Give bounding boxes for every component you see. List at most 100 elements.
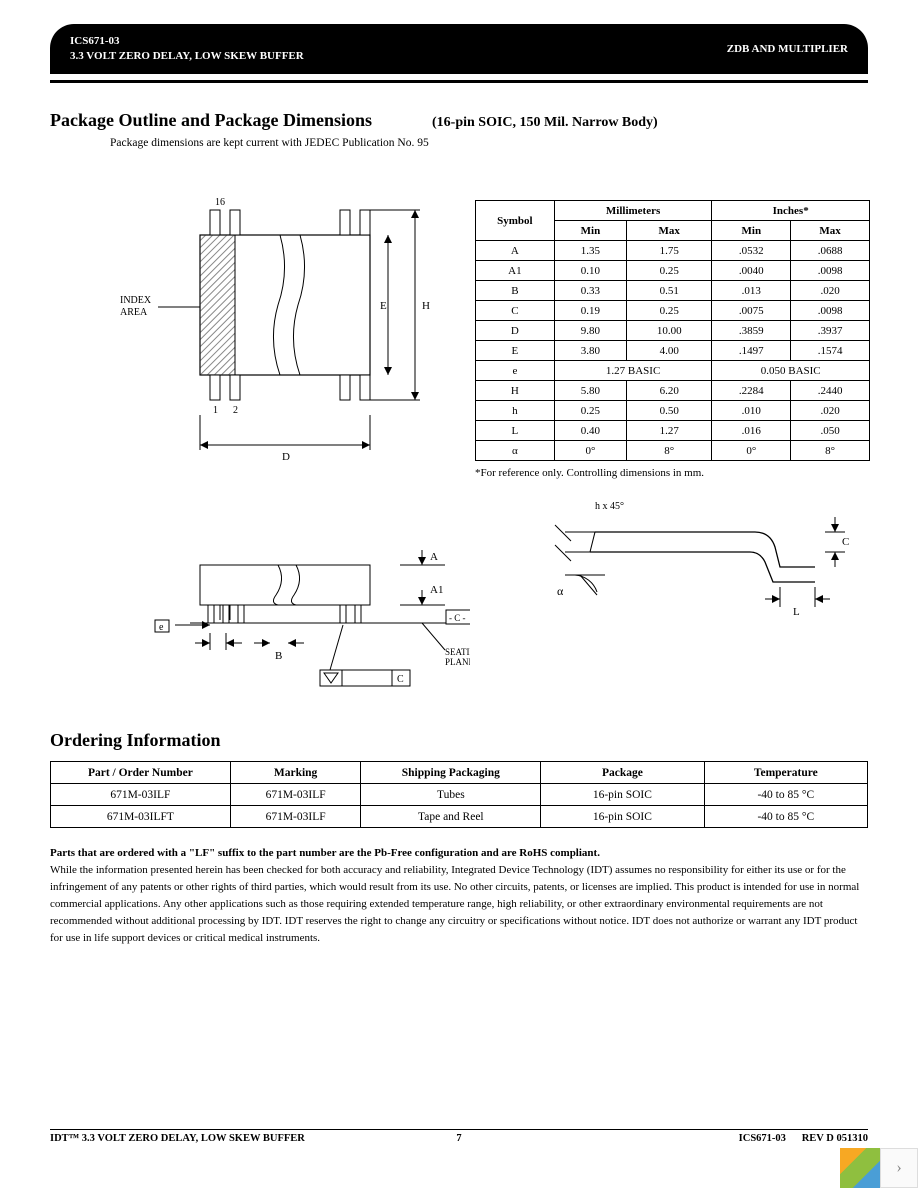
dim-mm-min: 9.80 xyxy=(554,321,626,341)
package-variant-heading: (16-pin SOIC, 150 Mil. Narrow Body) xyxy=(372,115,868,131)
ord-temp: -40 to 85 °C xyxy=(704,806,867,828)
dim-col-in-min: Min xyxy=(712,221,791,241)
lead-detail-svg: h x 45° C L xyxy=(535,497,855,627)
dim-in-max: .1574 xyxy=(791,341,870,361)
dim-row: H5.806.20.2284.2440 xyxy=(476,381,870,401)
dim-in-max: .0688 xyxy=(791,241,870,261)
dim-d-label: D xyxy=(282,451,290,463)
dim-mm-min: 0.40 xyxy=(554,421,626,441)
header-subtitle: 3.3 VOLT ZERO DELAY, LOW SKEW BUFFER xyxy=(70,49,304,64)
dim-sym: A xyxy=(476,241,555,261)
dim-row: α0°8°0°8° xyxy=(476,441,870,461)
fcf-c-label: C xyxy=(397,674,404,685)
dim-sym: A1 xyxy=(476,261,555,281)
dim-row: e1.27 BASIC0.050 BASIC xyxy=(476,361,870,381)
dimensions-footnote: *For reference only. Controlling dimensi… xyxy=(475,467,870,479)
pin16-label: 16 xyxy=(215,197,225,208)
ordering-title: Ordering Information xyxy=(50,730,868,751)
header-underline xyxy=(50,80,868,83)
dim-e-small-label: e xyxy=(159,622,164,633)
dim-sym: α xyxy=(476,441,555,461)
dim-row: A10.100.25.0040.0098 xyxy=(476,261,870,281)
dim-in-min: .016 xyxy=(712,421,791,441)
ord-package: 16-pin SOIC xyxy=(541,806,704,828)
pin1-label: 1 xyxy=(213,405,218,416)
dim-in-min: .3859 xyxy=(712,321,791,341)
dim-row: L0.401.27.016.050 xyxy=(476,421,870,441)
footer-left: IDT™ 3.3 VOLT ZERO DELAY, LOW SKEW BUFFE… xyxy=(50,1133,305,1144)
dim-sym: h xyxy=(476,401,555,421)
dim-in-min: .013 xyxy=(712,281,791,301)
section-title-row: Package Outline and Package Dimensions (… xyxy=(50,110,868,131)
dim-row: E3.804.00.1497.1574 xyxy=(476,341,870,361)
dim-e-label: E xyxy=(380,300,387,312)
dim-row: A1.351.75.0532.0688 xyxy=(476,241,870,261)
page-content: Package Outline and Package Dimensions (… xyxy=(50,110,868,149)
disclaimer-body: While the information presented herein h… xyxy=(50,864,859,944)
dim-mm-max: 10.00 xyxy=(627,321,712,341)
dim-col-in-max: Max xyxy=(791,221,870,241)
dim-mm-basic: 1.27 BASIC xyxy=(554,361,712,381)
dim-row: C0.190.25.0075.0098 xyxy=(476,301,870,321)
dim-in-min: 0° xyxy=(712,441,791,461)
dim-in-max: .020 xyxy=(791,401,870,421)
chevron-right-icon: › xyxy=(896,1159,901,1177)
footer-page-number: 7 xyxy=(456,1133,461,1144)
dim-mm-max: 0.25 xyxy=(627,261,712,281)
dim-mm-min: 1.35 xyxy=(554,241,626,261)
disclaimer-block: Parts that are ordered with a "LF" suffi… xyxy=(50,845,868,947)
index-area-label: INDEX xyxy=(120,295,152,306)
ord-shipping: Tubes xyxy=(361,784,541,806)
dim-mm-min: 0.19 xyxy=(554,301,626,321)
dim-a1-label: A1 xyxy=(430,584,443,596)
ord-shipping: Tape and Reel xyxy=(361,806,541,828)
dim-mm-min: 0° xyxy=(554,441,626,461)
ord-col-shipping: Shipping Packaging xyxy=(361,762,541,784)
dim-mm-max: 1.75 xyxy=(627,241,712,261)
ord-col-temp: Temperature xyxy=(704,762,867,784)
dim-mm-min: 0.33 xyxy=(554,281,626,301)
ord-package: 16-pin SOIC xyxy=(541,784,704,806)
ord-part: 671M-03ILF xyxy=(51,784,231,806)
dim-mm-max: 0.51 xyxy=(627,281,712,301)
dim-sym: D xyxy=(476,321,555,341)
dim-col-mm-min: Min xyxy=(554,221,626,241)
dim-mm-max: 0.25 xyxy=(627,301,712,321)
dim-mm-min: 0.25 xyxy=(554,401,626,421)
dim-in-max: .0098 xyxy=(791,261,870,281)
header-category: ZDB AND MULTIPLIER xyxy=(727,43,848,55)
ordering-table: Part / Order Number Marking Shipping Pac… xyxy=(50,761,868,828)
package-diagram-svg: 16 1 2 INDEX AREA E H D xyxy=(50,185,470,765)
dim-in-min: .0075 xyxy=(712,301,791,321)
dim-in-max: .2440 xyxy=(791,381,870,401)
ord-col-package: Package xyxy=(541,762,704,784)
dim-in-min: .2284 xyxy=(712,381,791,401)
dim-in-max: .020 xyxy=(791,281,870,301)
ord-marking: 671M-03ILF xyxy=(230,784,361,806)
dim-mm-max: 6.20 xyxy=(627,381,712,401)
dim-sym: L xyxy=(476,421,555,441)
dim-mm-min: 5.80 xyxy=(554,381,626,401)
dim-in-min: .1497 xyxy=(712,341,791,361)
footer-rev: REV D 051310 xyxy=(802,1133,868,1144)
dim-sym: B xyxy=(476,281,555,301)
nav-logo-icon[interactable] xyxy=(840,1148,880,1188)
header-left-block: ICS671-03 3.3 VOLT ZERO DELAY, LOW SKEW … xyxy=(70,34,304,65)
dim-sym: e xyxy=(476,361,555,381)
dim-row: D9.8010.00.3859.3937 xyxy=(476,321,870,341)
nav-next-button[interactable]: › xyxy=(880,1148,918,1188)
dimensions-table-wrapper: Symbol Millimeters Inches* Min Max Min M… xyxy=(475,200,870,631)
dim-in-max: .3937 xyxy=(791,321,870,341)
package-outline-title: Package Outline and Package Dimensions xyxy=(50,110,372,131)
dim-in-max: 8° xyxy=(791,441,870,461)
dim-col-mm-max: Max xyxy=(627,221,712,241)
dim-b-label: B xyxy=(275,650,282,662)
dim-row: B0.330.51.013.020 xyxy=(476,281,870,301)
dim-mm-min: 3.80 xyxy=(554,341,626,361)
dim-a-label: A xyxy=(430,551,438,563)
ord-col-marking: Marking xyxy=(230,762,361,784)
dim-sym: H xyxy=(476,381,555,401)
dim-l-label: L xyxy=(793,606,800,618)
dim-in-min: .0532 xyxy=(712,241,791,261)
jedec-note: Package dimensions are kept current with… xyxy=(110,137,868,149)
